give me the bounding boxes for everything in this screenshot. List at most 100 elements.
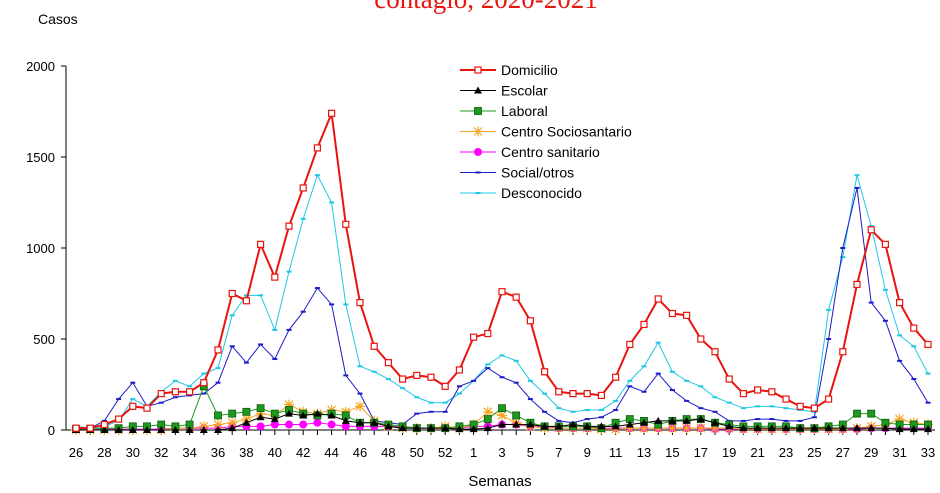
marker [116,398,122,401]
marker [128,426,137,433]
marker [172,396,178,399]
marker [384,422,393,430]
marker [897,334,903,337]
marker [767,424,776,432]
legend-label: Desconocido [501,185,582,201]
marker [243,361,249,364]
marker [725,422,734,430]
marker [329,201,335,204]
marker [654,416,663,424]
marker [598,408,604,411]
x-tick-label: 7 [555,445,562,460]
marker [684,399,690,402]
marker [768,388,776,396]
x-tick-label: 1 [470,445,477,460]
marker [371,370,377,373]
marker [242,407,251,416]
legend-label: Escolar [501,83,548,99]
marker [385,378,391,381]
marker [597,422,606,430]
marker [682,311,691,319]
x-tick-label: 33 [921,445,935,460]
marker [258,294,264,297]
marker [72,424,80,432]
marker [314,287,320,290]
marker [257,240,265,248]
marker [186,388,194,396]
marker [556,407,562,410]
marker [895,299,904,307]
marker [726,401,732,404]
marker [668,416,677,424]
marker [839,348,847,356]
x-tick-label: 19 [722,445,736,460]
marker [214,346,222,354]
marker [540,422,549,430]
marker [910,324,918,332]
marker [214,411,222,420]
marker [474,107,482,115]
marker [811,416,817,419]
marker [627,385,633,388]
marker [639,423,649,434]
marker [782,424,790,432]
marker [328,109,336,117]
marker [696,415,705,423]
marker [925,401,931,404]
marker [725,375,733,383]
legend-item: Desconocido [460,185,582,201]
marker [783,407,789,410]
marker [769,418,775,421]
marker [611,422,620,430]
marker [911,378,917,381]
marker [442,401,448,404]
marker [682,416,691,424]
marker [441,382,449,390]
marker [882,288,888,291]
marker [329,303,335,306]
legend-item: Centro sanitario [460,144,600,160]
marker [129,402,137,410]
marker [341,416,350,424]
marker [100,426,109,433]
marker [313,418,322,427]
marker [911,345,917,348]
marker [370,342,378,350]
marker [327,420,336,429]
marker [484,329,492,338]
marker [201,392,207,395]
marker [471,379,477,382]
marker [473,126,483,137]
marker [655,341,661,344]
marker [485,363,491,366]
marker [584,408,590,411]
marker [215,381,221,384]
x-tick-label: 31 [892,445,906,460]
marker [456,392,462,395]
marker [475,192,481,194]
marker [370,418,379,426]
x-tick-label: 15 [665,445,679,460]
x-tick-label: 46 [353,445,367,460]
legend-label: Laboral [501,103,548,119]
marker [640,320,648,329]
marker [413,371,421,379]
x-tick-label: 27 [836,445,850,460]
marker [100,420,109,429]
marker [157,390,165,398]
marker [356,299,364,307]
marker [712,396,718,399]
marker [229,314,235,317]
marker [455,425,464,433]
legend-label: Domicilio [501,62,558,78]
marker [130,381,136,384]
marker [414,412,420,415]
marker [613,408,619,411]
marker [554,422,563,430]
marker [474,148,482,156]
marker [285,409,293,417]
marker [740,419,746,422]
marker [313,409,322,417]
marker [684,379,690,382]
marker [555,388,563,396]
